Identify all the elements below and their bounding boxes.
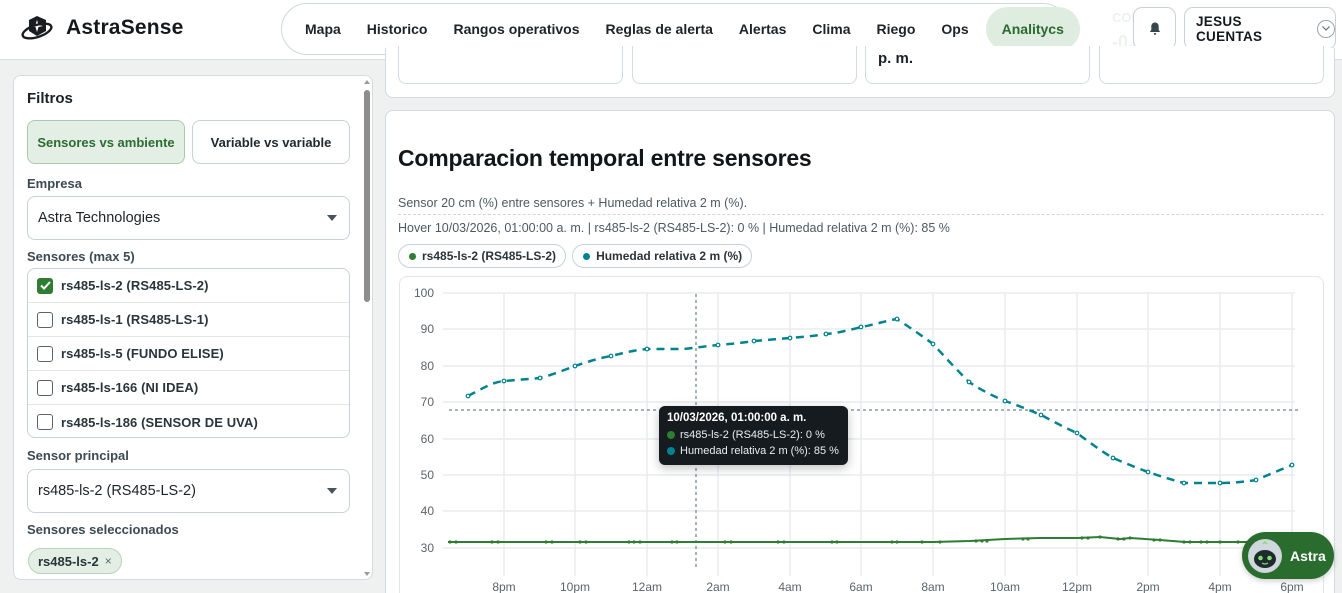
- checkbox[interactable]: [37, 379, 53, 396]
- mode-variable-vs-variable-button[interactable]: Variable vs variable: [192, 120, 350, 164]
- nav-alertas[interactable]: Alertas: [738, 21, 787, 37]
- nav-historico[interactable]: Historico: [366, 21, 428, 37]
- chip-label: rs485-ls-2: [38, 553, 99, 569]
- sensor-option-label: rs485-ls-5 (FUNDO ELISE): [61, 346, 224, 361]
- kpi-strip: p. m.: [385, 46, 1335, 98]
- brand-name: AstraSense: [66, 16, 184, 39]
- tooltip-title: 10/03/2026, 01:00:00 a. m.: [667, 412, 807, 424]
- selected-sensor-chip: rs485-ls-2 ×: [28, 548, 122, 574]
- sensor-option[interactable]: rs485-ls-5 (FUNDO ELISE): [28, 337, 349, 371]
- checkmark-icon: [39, 281, 51, 290]
- nav-analitycs[interactable]: Analitycs: [985, 7, 1080, 51]
- tooltip-row: rs485-ls-2 (RS485-LS-2): 0 %: [667, 427, 840, 443]
- tooltip-dot-icon: [667, 447, 675, 455]
- notifications-button[interactable]: [1133, 7, 1176, 50]
- tooltip-row: Humedad relativa 2 m (%): 85 %: [667, 443, 840, 459]
- bell-icon: [1149, 22, 1160, 35]
- nav-riego[interactable]: Riego: [876, 21, 916, 37]
- mode-sensores-vs-ambiente-button[interactable]: Sensores vs ambiente: [27, 120, 185, 164]
- legend-label: Humedad relativa 2 m (%): [596, 249, 743, 263]
- user-name: JESUS CUENTAS: [1196, 13, 1263, 44]
- empresa-select[interactable]: Astra Technologies: [27, 196, 350, 240]
- sensores-label: Sensores (max 5): [27, 249, 135, 264]
- nav-rangos-operativos[interactable]: Rangos operativos: [453, 21, 580, 37]
- kpi-card: [632, 46, 857, 84]
- sensor-option[interactable]: rs485-ls-1 (RS485-LS-1): [28, 303, 349, 337]
- legend-item-humedad[interactable]: Humedad relativa 2 m (%): [572, 244, 753, 268]
- sensor-option-label: rs485-ls-186 (SENSOR DE UVA): [61, 414, 258, 430]
- sensor-option[interactable]: rs485-ls-166 (NI IDEA): [28, 371, 349, 405]
- legend-dot-icon: [583, 252, 591, 260]
- sensor-option[interactable]: rs485-ls-186 (SENSOR DE UVA): [28, 405, 349, 437]
- checkbox-checked[interactable]: [37, 277, 53, 294]
- temporal-comparison-card: Comparacion temporal entre sensores Sens…: [385, 110, 1335, 593]
- empresa-value: Astra Technologies: [38, 210, 161, 226]
- sensor-principal-select[interactable]: rs485-ls-2 (RS485-LS-2): [27, 469, 350, 513]
- empresa-label: Empresa: [27, 176, 82, 191]
- sensores-seleccionados-label: Sensores seleccionados: [27, 522, 179, 537]
- kpi-card: [1099, 46, 1324, 84]
- tooltip-dot-icon: [667, 431, 675, 439]
- kpi-card: [398, 46, 623, 84]
- chevron-down-icon: [1317, 19, 1335, 38]
- scrollbar-thumb[interactable]: [364, 90, 370, 302]
- sensor-option-label: rs485-ls-166 (NI IDEA): [61, 380, 199, 395]
- filters-title: Filtros: [27, 90, 73, 107]
- nav-ops[interactable]: Ops: [941, 21, 969, 37]
- checkbox[interactable]: [37, 311, 53, 328]
- chart-subtitle: Sensor 20 cm (%) entre sensores + Humeda…: [398, 196, 748, 210]
- astrasense-logo-icon: [21, 16, 53, 40]
- plot-area[interactable]: [399, 276, 1324, 593]
- sensor-principal-value: rs485-ls-2 (RS485-LS-2): [38, 483, 196, 499]
- divider: [398, 214, 1324, 215]
- brand[interactable]: AstraSense: [20, 11, 184, 45]
- chart-legend: rs485-ls-2 (RS485-LS-2) Humedad relativa…: [398, 244, 753, 268]
- sensor-option[interactable]: rs485-ls-2 (RS485-LS-2): [28, 269, 349, 303]
- checkbox[interactable]: [37, 414, 53, 430]
- user-menu-button[interactable]: JESUS CUENTAS: [1184, 7, 1336, 50]
- scroll-down-arrow-icon[interactable]: [364, 572, 370, 576]
- sensor-option-label: rs485-ls-1 (RS485-LS-1): [61, 312, 209, 327]
- legend-label: rs485-ls-2 (RS485-LS-2): [422, 249, 557, 263]
- chip-remove-icon[interactable]: ×: [104, 554, 112, 568]
- legend-dot-icon: [409, 252, 416, 260]
- sensor-principal-label: Sensor principal: [27, 448, 129, 463]
- nav-mapa[interactable]: Mapa: [305, 21, 341, 37]
- scroll-up-arrow-icon[interactable]: [364, 80, 370, 84]
- hover-readout: Hover 10/03/2026, 01:00:00 a. m. | rs485…: [398, 221, 950, 235]
- sensor-option-label: rs485-ls-2 (RS485-LS-2): [61, 278, 209, 293]
- legend-item-sensor[interactable]: rs485-ls-2 (RS485-LS-2): [398, 244, 567, 268]
- robot-avatar-icon: [1248, 538, 1282, 573]
- dropdown-caret-icon: [327, 488, 337, 494]
- kpi-card-text: p. m.: [878, 50, 914, 67]
- tooltip-row-label: Humedad relativa 2 m (%): 85 %: [680, 445, 839, 457]
- dropdown-caret-icon: [327, 215, 337, 221]
- astra-label: Astra: [1290, 547, 1326, 564]
- tooltip-row-label: rs485-ls-2 (RS485-LS-2): 0 %: [680, 429, 825, 441]
- astra-assistant-button[interactable]: Astra: [1242, 532, 1334, 579]
- checkbox[interactable]: [37, 345, 53, 362]
- kpi-card: p. m.: [865, 46, 1090, 84]
- chart-title: Comparacion temporal entre sensores: [398, 145, 812, 171]
- sidebar-scrollbar[interactable]: [363, 80, 371, 576]
- filters-panel: Filtros Sensores vs ambiente Variable vs…: [13, 75, 373, 580]
- nav-reglas-de-alerta[interactable]: Reglas de alerta: [605, 21, 713, 37]
- nav-clima[interactable]: Clima: [812, 21, 851, 37]
- sensor-checklist: rs485-ls-2 (RS485-LS-2) rs485-ls-1 (RS48…: [27, 268, 350, 438]
- chart-tooltip: 10/03/2026, 01:00:00 a. m. rs485-ls-2 (R…: [659, 406, 848, 465]
